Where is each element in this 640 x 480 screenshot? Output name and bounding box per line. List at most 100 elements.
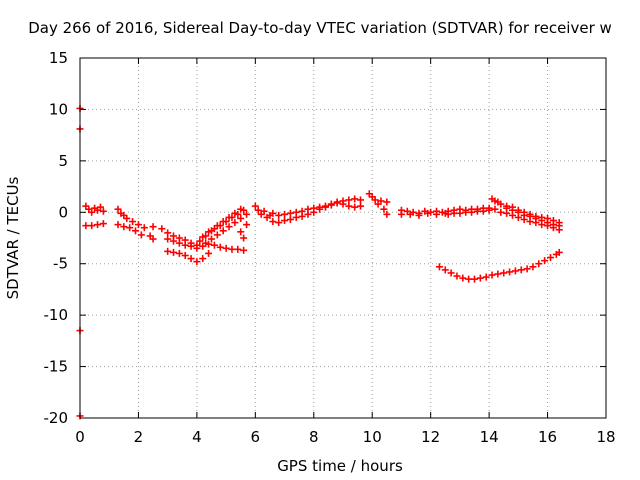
data-point (523, 265, 531, 273)
data-point (193, 244, 201, 252)
data-point (114, 205, 122, 213)
data-point (208, 235, 215, 243)
y-axis-label: SDTVAR / TECUs (4, 176, 22, 299)
x-tick-label: 4 (192, 428, 202, 446)
data-point (240, 246, 248, 254)
axis-ticks: 0 2 4 6 8 10 12 14 16 18 -20 -15 -10 -5 0 5 10 15 (44, 49, 616, 446)
data-point (473, 207, 481, 215)
x-tick-label: 16 (538, 428, 557, 446)
data-point (541, 257, 549, 265)
data-point (380, 205, 388, 213)
data-point (485, 206, 493, 214)
data-point (260, 207, 268, 215)
data-point (383, 210, 391, 218)
data-point (357, 196, 365, 204)
data-point (286, 209, 294, 217)
data-point (538, 217, 546, 225)
data-point (298, 207, 306, 215)
data-point (208, 227, 215, 235)
data-point (269, 218, 277, 226)
y-tick-label: 0 (58, 203, 68, 221)
data-point (476, 274, 484, 282)
data-point (471, 275, 478, 283)
data-point (137, 231, 145, 239)
data-point (351, 203, 359, 211)
data-point (377, 197, 385, 205)
data-point (383, 198, 391, 206)
data-point (526, 212, 534, 220)
y-tick-label: -20 (44, 409, 69, 427)
data-point (199, 255, 207, 263)
y-tick-label: -10 (44, 306, 69, 324)
data-point (88, 208, 96, 216)
y-tick-label: 15 (49, 49, 68, 67)
data-point (175, 239, 183, 247)
data-point (520, 211, 528, 219)
data-point (213, 222, 221, 230)
data-point (371, 196, 379, 204)
data-point (205, 249, 213, 257)
data-point (237, 205, 245, 213)
data-point (237, 214, 245, 222)
data-point (193, 258, 201, 266)
data-point (310, 204, 318, 212)
data-point (170, 248, 178, 256)
data-point (134, 221, 142, 229)
x-tick-label: 0 (75, 428, 85, 446)
data-point (345, 196, 353, 204)
data-point (345, 202, 353, 210)
data-point (491, 205, 499, 213)
data-point (114, 221, 122, 229)
data-point (503, 204, 511, 212)
data-point (120, 223, 128, 231)
data-point (96, 203, 104, 211)
data-point (494, 270, 502, 278)
x-tick-label: 18 (596, 428, 615, 446)
data-point (99, 220, 107, 228)
data-point (88, 222, 96, 230)
data-point (213, 231, 221, 239)
data-point (158, 225, 166, 233)
data-point (164, 235, 172, 243)
data-point (231, 209, 239, 217)
data-point (228, 245, 236, 253)
data-point (424, 209, 432, 217)
data-point (321, 202, 329, 210)
data-point (357, 202, 365, 210)
data-point (433, 210, 441, 218)
data-point (181, 251, 189, 259)
data-point (219, 227, 227, 235)
data-point (281, 217, 289, 225)
data-point (333, 198, 341, 206)
data-point (123, 214, 131, 222)
y-tick-label: -5 (53, 255, 68, 273)
data-point (99, 207, 107, 215)
chart-title: Day 266 of 2016, Sidereal Day-to-day VTE… (28, 19, 612, 37)
data-point (269, 209, 277, 217)
data-point (187, 242, 195, 250)
data-point (219, 218, 227, 226)
data-point (149, 223, 157, 231)
data-point (529, 263, 537, 271)
plot-border (79, 57, 607, 419)
data-point (164, 229, 172, 237)
data-point (435, 263, 443, 271)
data-point (447, 269, 455, 277)
data-point (415, 211, 423, 219)
data-point (441, 266, 449, 274)
data-point (397, 210, 405, 218)
data-point (465, 275, 473, 283)
x-tick-label: 10 (363, 428, 382, 446)
data-point (514, 208, 522, 216)
data-point (304, 205, 312, 213)
data-point (497, 200, 505, 208)
data-point (225, 213, 233, 221)
data-point (549, 221, 557, 229)
data-point (82, 222, 90, 230)
data-point (210, 241, 218, 249)
data-point (327, 200, 335, 208)
data-point (222, 244, 230, 252)
data-point (202, 239, 210, 247)
data-point (231, 219, 239, 227)
